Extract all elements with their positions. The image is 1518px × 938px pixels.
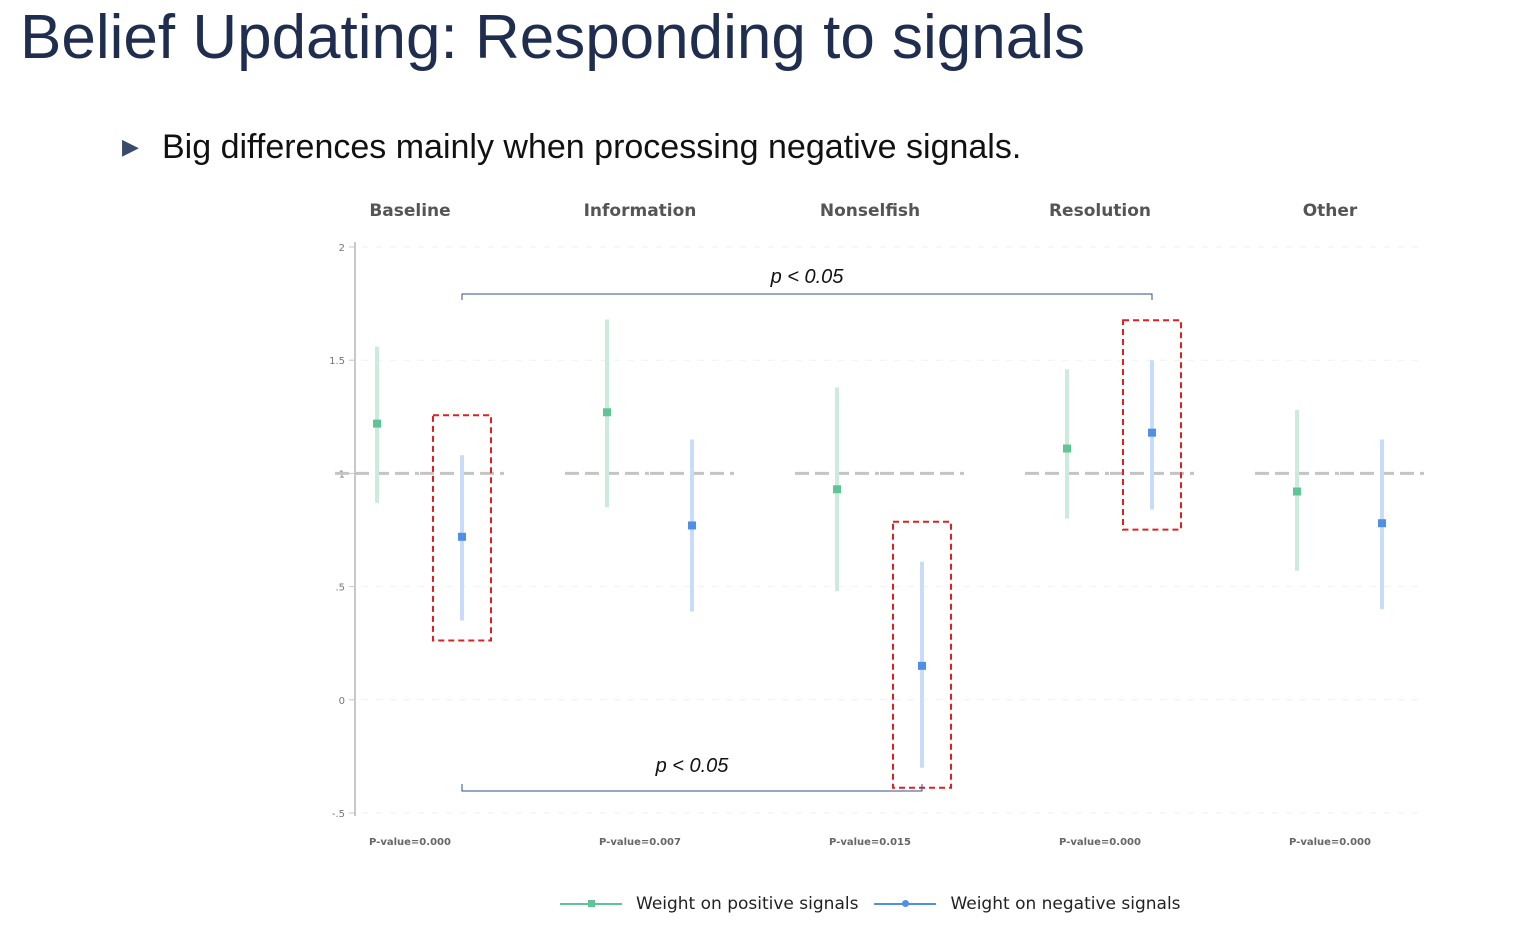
panel-x-label: P-value=0.000 xyxy=(1059,837,1141,848)
panel-x-label: P-value=0.015 xyxy=(829,837,911,848)
positive-point xyxy=(833,485,841,494)
legend-item-positive: Weight on positive signals xyxy=(560,894,858,914)
significance-label-top: p < 0.05 xyxy=(770,266,845,288)
legend-item-negative: Weight on negative signals xyxy=(874,894,1181,914)
significance-bracket-bottom xyxy=(461,784,923,792)
significance-label-bottom: p < 0.05 xyxy=(655,755,730,777)
panel-header: Baseline xyxy=(369,201,450,221)
negative-point xyxy=(1378,519,1386,528)
legend-positive-label: Weight on positive signals xyxy=(636,894,859,914)
chart-legend: Weight on positive signals Weight on neg… xyxy=(560,894,1197,914)
panel-x-label: P-value=0.000 xyxy=(369,837,451,848)
highlight-box xyxy=(1122,319,1182,531)
highlight-box xyxy=(432,414,492,642)
negative-point xyxy=(688,521,696,530)
positive-point xyxy=(1293,487,1301,496)
negative-point xyxy=(458,532,466,541)
panel-header: Information xyxy=(584,201,697,221)
bullet-text: Big differences mainly when processing n… xyxy=(162,128,1022,166)
negative-point xyxy=(1148,428,1156,437)
positive-point xyxy=(603,408,611,417)
y-tick-label: -.5 xyxy=(332,809,345,820)
panel-x-label: P-value=0.007 xyxy=(599,837,681,848)
legend-positive-swatch xyxy=(560,897,622,911)
panel-header: Other xyxy=(1303,201,1358,221)
negative-point xyxy=(918,661,926,670)
panel-x-label: P-value=0.000 xyxy=(1289,837,1371,848)
slide-title: Belief Updating: Responding to signals xyxy=(20,3,1086,72)
positive-point xyxy=(1063,444,1071,453)
y-tick-label: 2 xyxy=(339,243,345,254)
panel-header: Resolution xyxy=(1049,201,1151,221)
y-tick-label: 1.5 xyxy=(329,356,345,367)
panel-header: Nonselfish xyxy=(820,201,920,221)
significance-bracket-top xyxy=(461,293,1153,300)
legend-negative-label: Weight on negative signals xyxy=(950,894,1181,914)
bullet-point: ▶ Big differences mainly when processing… xyxy=(122,128,1021,167)
positive-point xyxy=(373,419,381,428)
legend-negative-swatch xyxy=(874,897,937,911)
bullet-triangle-icon: ▶ xyxy=(122,135,139,160)
y-tick-label: .5 xyxy=(335,583,345,594)
y-tick-label: 0 xyxy=(339,696,345,707)
